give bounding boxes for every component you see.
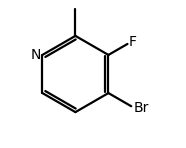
Text: Br: Br bbox=[134, 101, 149, 115]
Text: F: F bbox=[129, 36, 137, 49]
Text: N: N bbox=[31, 48, 41, 62]
